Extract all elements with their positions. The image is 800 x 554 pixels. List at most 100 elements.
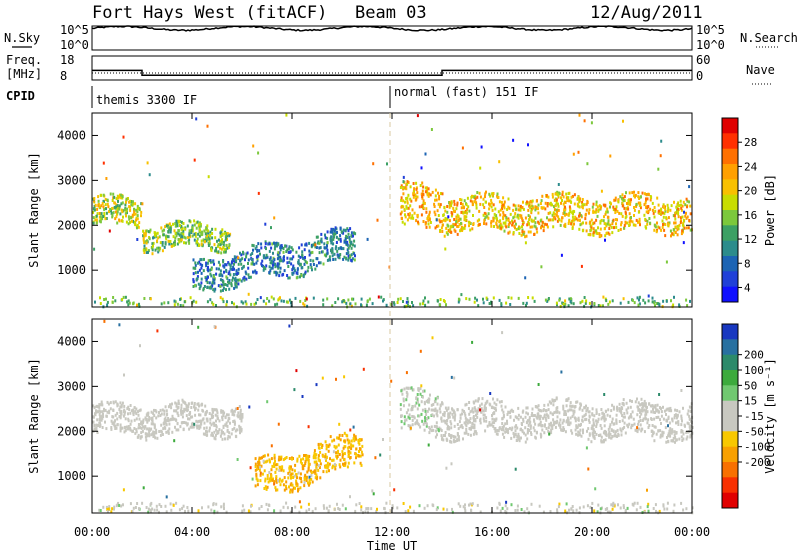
heatmap-cell: [282, 250, 285, 254]
heatmap-cell: [232, 420, 235, 423]
heatmap-cell: [360, 297, 363, 301]
heatmap-cell: [205, 227, 208, 231]
heatmap-cell: [209, 272, 212, 276]
heatmap-cell: [478, 209, 481, 213]
heatmap-cell: [113, 507, 115, 511]
heatmap-cell: [618, 211, 621, 215]
heatmap-cell: [201, 243, 204, 247]
heatmap-cell: [269, 477, 272, 481]
heatmap-cell: [134, 221, 137, 224]
heatmap-cell: [358, 454, 360, 458]
heatmap-cell: [483, 219, 486, 223]
heatmap-cell: [517, 413, 520, 417]
heatmap-cell: [658, 509, 661, 513]
heatmap-cell: [272, 251, 274, 255]
heatmap-cell: [461, 412, 463, 416]
heatmap-cell: [428, 192, 431, 196]
heatmap-cell: [441, 436, 444, 440]
heatmap-cell: [537, 383, 540, 386]
heatmap-cell: [321, 376, 324, 380]
heatmap-cell: [300, 273, 303, 277]
heatmap-cell: [445, 466, 448, 470]
heatmap-cell: [497, 210, 500, 214]
heatmap-cell: [649, 198, 652, 202]
heatmap-cell: [224, 423, 227, 427]
heatmap-cell: [652, 407, 654, 411]
heatmap-cell: [97, 199, 100, 203]
heatmap-cell: [534, 216, 537, 220]
heatmap-cell: [192, 285, 195, 288]
heatmap-cell: [659, 406, 661, 410]
heatmap-cell: [134, 506, 137, 509]
heatmap-cell: [285, 300, 288, 304]
heatmap-cell: [152, 435, 155, 438]
heatmap-cell: [263, 266, 265, 269]
heatmap-cell: [402, 399, 405, 403]
heatmap-cell: [514, 425, 517, 429]
heatmap-cell: [319, 459, 321, 463]
heatmap-cell: [304, 260, 307, 264]
heatmap-cell: [681, 439, 684, 442]
heatmap-cell: [414, 193, 417, 197]
heatmap-cell: [463, 199, 466, 203]
heatmap-cell: [244, 300, 247, 304]
heatmap-cell: [556, 410, 559, 414]
heatmap-cell: [158, 503, 161, 507]
heatmap-cell: [445, 408, 448, 412]
heatmap-cell: [639, 419, 642, 422]
heatmap-cell: [499, 222, 502, 226]
heatmap-cell: [318, 246, 321, 250]
heatmap-cell: [516, 435, 519, 439]
heatmap-cell: [197, 325, 200, 329]
heatmap-cell: [551, 412, 554, 416]
heatmap-cell: [662, 299, 665, 303]
heatmap-cell: [136, 207, 139, 211]
heatmap-cell: [106, 510, 109, 513]
heatmap-cell: [474, 296, 477, 300]
heatmap-cell: [106, 303, 109, 307]
heatmap-cell: [196, 277, 199, 281]
heatmap-cell: [211, 409, 214, 413]
heatmap-cell: [146, 427, 149, 431]
heatmap-cell: [627, 406, 630, 410]
heatmap-cell: [284, 457, 287, 461]
heatmap-cell: [300, 462, 303, 465]
heatmap-cell: [467, 220, 470, 224]
heatmap-cell: [586, 504, 589, 508]
heatmap-cell: [687, 422, 690, 426]
heatmap-cell: [459, 229, 462, 233]
heatmap-cell: [604, 438, 607, 442]
heatmap-cell: [421, 419, 424, 423]
heatmap-cell: [427, 400, 430, 404]
heatmap-cell: [628, 201, 631, 205]
heatmap-cell: [609, 432, 612, 436]
heatmap-cell: [563, 224, 566, 228]
heatmap-cell: [600, 435, 603, 439]
heatmap-cell: [339, 234, 342, 238]
heatmap-cell: [95, 410, 98, 414]
heatmap-cell: [679, 199, 682, 203]
heatmap-cell: [140, 431, 143, 435]
heatmap-cell: [298, 246, 301, 250]
heatmap-cell: [259, 296, 262, 300]
heatmap-cell: [402, 404, 405, 408]
heatmap-cell: [620, 196, 623, 200]
heatmap-cell: [416, 191, 419, 195]
heatmap-cell: [427, 443, 430, 447]
heatmap-cell: [548, 432, 551, 436]
heatmap-cell: [349, 227, 352, 231]
heatmap-cell: [628, 422, 631, 426]
heatmap-cell: [608, 300, 611, 304]
heatmap-cell: [274, 486, 277, 490]
heatmap-cell: [345, 301, 348, 305]
heatmap-cell: [465, 402, 468, 406]
heatmap-cell: [118, 218, 121, 222]
heatmap-cell: [104, 408, 107, 412]
heatmap-cell: [342, 462, 344, 466]
heatmap-cell: [193, 422, 196, 426]
heatmap-cell: [568, 423, 571, 427]
heatmap-cell: [585, 208, 588, 212]
heatmap-cell: [450, 434, 453, 438]
